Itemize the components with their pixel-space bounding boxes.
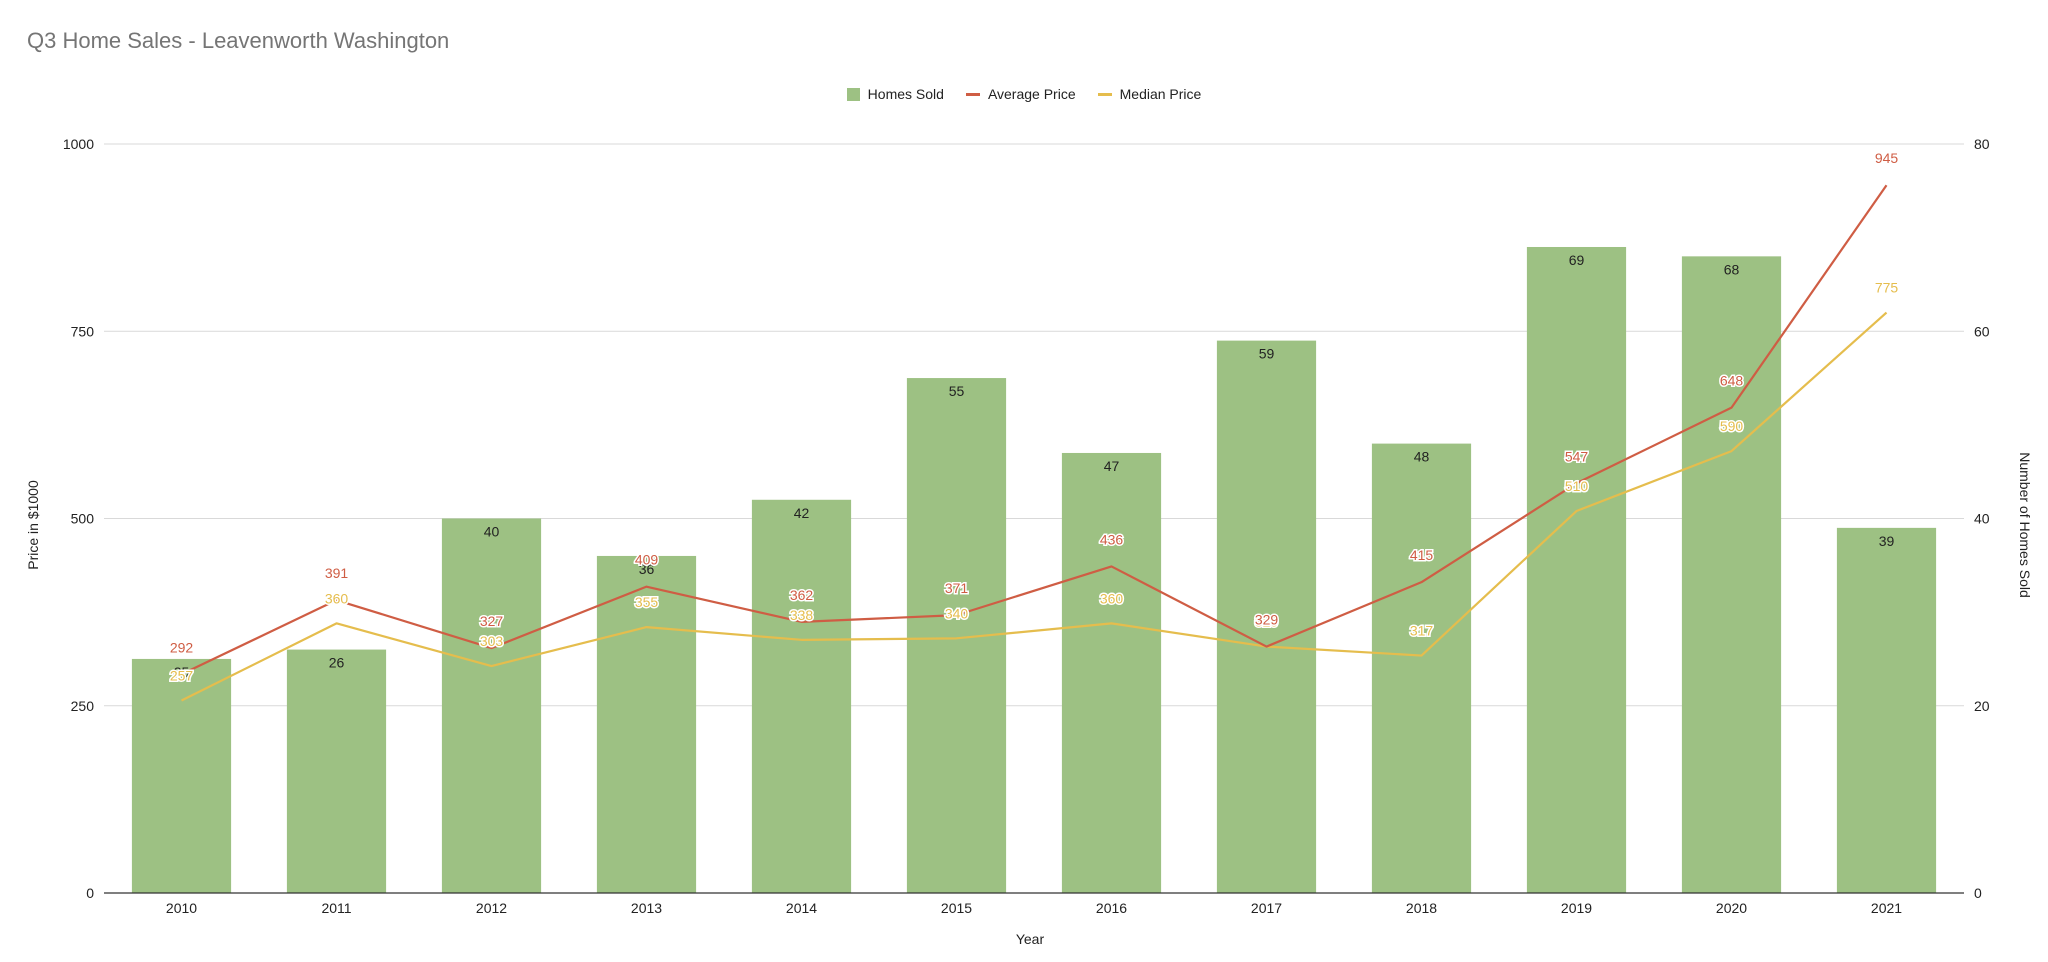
line-data-label: 360 — [325, 590, 349, 606]
bar[interactable] — [1061, 452, 1162, 893]
x-tick-label: 2014 — [786, 900, 817, 916]
x-tick-label: 2017 — [1251, 900, 1282, 916]
line-data-label: 355 — [635, 594, 659, 610]
legend-item-average-price[interactable]: Average Price — [965, 86, 1076, 102]
y-right-tick-label: 40 — [1974, 511, 1990, 527]
legend-item-median-price[interactable]: Median Price — [1097, 86, 1202, 102]
y-right-tick-label: 60 — [1974, 323, 1990, 339]
line-data-label: 329 — [1255, 612, 1279, 628]
y-left-tick-label: 1000 — [63, 136, 94, 152]
line-data-label: 415 — [1410, 547, 1434, 563]
y-left-tick-label: 250 — [71, 698, 95, 714]
y-left-tick-label: 500 — [71, 511, 95, 527]
y-right-tick-label: 20 — [1974, 698, 1990, 714]
line-data-label: 371 — [945, 580, 969, 596]
bar-data-label: 55 — [949, 383, 965, 399]
bar-data-label: 26 — [329, 655, 345, 671]
y-left-tick-label: 750 — [71, 323, 95, 339]
x-tick-label: 2010 — [166, 900, 197, 916]
bar[interactable] — [1681, 256, 1782, 894]
line-data-label: 391 — [325, 565, 349, 581]
legend-swatch-homes-sold — [846, 87, 860, 101]
line-data-label: 327 — [480, 613, 504, 629]
legend-item-homes-sold[interactable]: Homes Sold — [846, 86, 944, 102]
line-data-label: 292 — [170, 639, 194, 655]
bar-data-label: 68 — [1724, 261, 1740, 277]
bar-data-label: 36 — [639, 561, 655, 577]
bar-data-label: 47 — [1104, 458, 1120, 474]
x-tick-label: 2012 — [476, 900, 507, 916]
data-labels: 25 26 40 36 42 55 47 59 48 69 68 39 257 360 303 355 338 3… — [168, 149, 1900, 685]
x-axis-label: Year — [1016, 931, 1045, 947]
x-tick-label: 2020 — [1716, 900, 1747, 916]
x-tick-label: 2011 — [321, 900, 351, 916]
bar[interactable] — [131, 658, 232, 893]
bar-data-label: 39 — [1879, 533, 1895, 549]
line-average-price[interactable] — [181, 184, 1888, 676]
line-data-label: 362 — [790, 587, 814, 603]
bar-data-label: 25 — [174, 664, 190, 680]
line-data-label: 590 — [1720, 418, 1744, 434]
y-right-tick-label: 80 — [1974, 136, 1990, 152]
bar[interactable] — [1836, 527, 1937, 893]
line-data-label: 409 — [635, 552, 659, 568]
bar-data-label: 48 — [1414, 449, 1430, 465]
line-data-label: 945 — [1875, 150, 1899, 166]
x-tick-label: 2018 — [1406, 900, 1437, 916]
y-axis-left-label: Price in $1000 — [25, 480, 41, 570]
bar[interactable] — [286, 649, 387, 893]
legend-swatch-median-price — [1097, 92, 1112, 96]
gridlines — [104, 143, 1964, 707]
line-data-label: 329 — [1255, 614, 1279, 630]
chart-title: Q3 Home Sales - Leavenworth Washington — [27, 28, 450, 53]
line-data-label: 340 — [945, 605, 969, 621]
legend-swatch-average-price — [965, 92, 980, 96]
bar[interactable] — [751, 499, 852, 893]
bar-data-label: 69 — [1569, 252, 1585, 268]
bar-data-label: 40 — [484, 524, 500, 540]
y-axis-right-label: Number of Homes Sold — [2017, 452, 2033, 598]
line-data-label: 303 — [480, 633, 504, 649]
x-tick-label: 2021 — [1871, 900, 1902, 916]
line-series — [181, 184, 1888, 702]
legend-label-median-price: Median Price — [1119, 86, 1202, 102]
bar[interactable] — [1526, 246, 1627, 894]
y-right-tick-label: 0 — [1974, 885, 1982, 901]
x-tick-label: 2019 — [1561, 900, 1592, 916]
bar[interactable] — [1216, 340, 1317, 893]
bar-data-label: 59 — [1259, 346, 1275, 362]
legend: Homes Sold Average Price Median Price — [0, 86, 2048, 102]
x-tick-label: 2013 — [631, 900, 662, 916]
x-tick-label: 2016 — [1096, 900, 1127, 916]
line-data-label: 257 — [170, 668, 194, 684]
line-data-label: 648 — [1720, 373, 1744, 389]
y-left-tick-label: 0 — [86, 885, 94, 901]
line-data-label: 360 — [1100, 590, 1124, 606]
line-data-label: 436 — [1100, 531, 1124, 547]
bar[interactable] — [441, 518, 542, 894]
legend-label-homes-sold: Homes Sold — [867, 86, 944, 102]
bar-data-label: 42 — [794, 505, 810, 521]
bar[interactable] — [596, 555, 697, 893]
bar-series-homes-sold — [131, 246, 1937, 894]
x-tick-label: 2015 — [941, 900, 972, 916]
line-data-label: 547 — [1565, 448, 1589, 464]
legend-label-average-price: Average Price — [987, 86, 1076, 102]
line-data-label: 775 — [1875, 280, 1899, 296]
line-data-label: 338 — [790, 607, 814, 623]
bar[interactable] — [1371, 443, 1472, 893]
line-data-label: 317 — [1410, 623, 1434, 639]
line-median-price[interactable] — [181, 311, 1888, 702]
axes: 0 0 250 20 500 40 750 60 1000 80 2010 2011 2012 2013 2… — [63, 136, 1990, 916]
line-data-label: 510 — [1565, 478, 1589, 494]
